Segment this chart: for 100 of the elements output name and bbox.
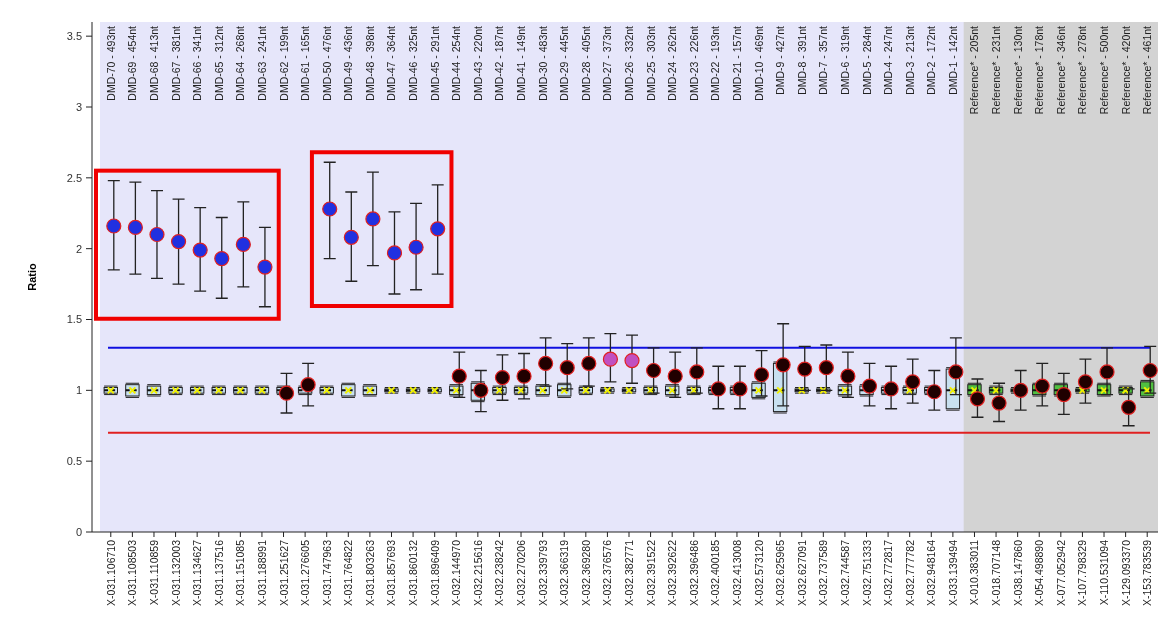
point <box>797 361 813 377</box>
x-tick-label: X-032.625965 <box>774 539 787 606</box>
point <box>516 368 532 384</box>
x-tick-label: X-032.238242 <box>493 539 506 606</box>
point <box>883 381 899 397</box>
point <box>386 245 403 261</box>
annotation: DMD-23 - 226nt <box>687 25 700 101</box>
annotation: DMD-26 - 332nt <box>623 25 635 101</box>
x-tick-label: X-107.798329 <box>1076 539 1089 606</box>
point <box>1013 382 1029 398</box>
x-tick-label: X-032.215616 <box>471 539 484 606</box>
x-tick-label: X-033.139494 <box>946 539 959 606</box>
point <box>818 360 834 376</box>
point <box>538 355 554 372</box>
annotation: DMD-3 - 213nt <box>903 25 916 95</box>
annotation: DMD-62 - 199nt <box>277 25 290 101</box>
point <box>322 201 338 217</box>
annotation: DMD-25 - 303nt <box>644 25 657 101</box>
annotation: Reference* - 205nt <box>968 25 981 115</box>
y-axis-title: Ratio <box>26 262 38 291</box>
point <box>214 250 230 267</box>
point <box>257 259 273 275</box>
x-tick-label: X-032.777782 <box>903 539 916 606</box>
point <box>106 218 122 234</box>
point <box>602 351 619 367</box>
annotation: DMD-49 - 436nt <box>342 25 355 101</box>
point <box>365 211 381 227</box>
annotation: DMD-30 - 483nt <box>536 25 549 101</box>
x-tick-label: X-032.382771 <box>623 539 635 606</box>
annotation: DMD-45 - 291nt <box>428 25 441 101</box>
annotation: DMD-22 - 193nt <box>709 25 722 101</box>
annotation: DMD-61 - 165nt <box>299 25 312 101</box>
x-tick-label: X-032.772817 <box>882 539 895 606</box>
x-tick-label: X-018.707148 <box>990 539 1003 606</box>
annotation: DMD-70 - 493nt <box>104 25 117 101</box>
x-tick-label: X-031.151085 <box>234 539 247 606</box>
annotation: DMD-2 - 172nt <box>925 25 938 95</box>
annotation: Reference* - 500nt <box>1098 25 1111 115</box>
point <box>861 378 878 394</box>
annotation: DMD-64 - 268nt <box>234 25 247 101</box>
point <box>451 368 467 384</box>
annotation: Reference* - 346nt <box>1054 25 1067 115</box>
x-tick-label: X-054.498890 <box>1033 539 1046 606</box>
annotation: DMD-6 - 319nt <box>838 25 851 95</box>
x-tick-label: X-032.392622 <box>666 539 679 606</box>
x-tick-label: X-110.531094 <box>1098 539 1111 606</box>
x-tick-label: X-031.747963 <box>320 539 333 606</box>
point <box>753 367 770 383</box>
annotation: Reference* - 420nt <box>1119 25 1132 115</box>
point <box>710 381 726 397</box>
annotation: DMD-50 - 476nt <box>320 25 333 101</box>
point <box>732 381 748 397</box>
x-tick-label: X-031.188991 <box>255 539 268 606</box>
point <box>775 357 791 373</box>
point <box>645 362 662 379</box>
point <box>559 360 575 376</box>
point <box>408 239 424 255</box>
point <box>905 374 921 390</box>
x-tick-label: X-032.751333 <box>860 539 873 606</box>
point <box>300 377 316 393</box>
x-tick-label: X-031.134627 <box>191 539 204 606</box>
point <box>624 352 640 369</box>
annotation: DMD-29 - 445nt <box>558 25 571 101</box>
x-tick-label: X-031.803263 <box>363 539 376 606</box>
x-tick-label: X-031.108503 <box>126 539 139 606</box>
y-tick-label: 0.5 <box>66 455 82 468</box>
annotation: Reference* - 130nt <box>1011 25 1024 115</box>
annotation: DMD-66 - 341nt <box>191 25 204 101</box>
point <box>840 368 856 384</box>
y-tick-label: 1 <box>75 384 82 397</box>
annotation: DMD-21 - 157nt <box>730 25 743 101</box>
point <box>1121 399 1137 415</box>
annotation: DMD-4 - 247nt <box>882 25 895 95</box>
annotation: DMD-41 - 149nt <box>515 25 528 101</box>
annotation: DMD-7 - 357nt <box>817 25 830 95</box>
x-tick-label: X-032.744587 <box>838 539 851 606</box>
x-tick-label: X-031.860132 <box>407 539 420 606</box>
x-tick-label: X-032.339793 <box>536 539 549 606</box>
point <box>969 391 986 407</box>
x-tick-label: X-032.144970 <box>450 539 463 606</box>
x-tick-label: X-032.391522 <box>644 539 657 606</box>
x-tick-label: X-032.376576 <box>601 539 614 606</box>
point <box>127 219 143 236</box>
x-tick-label: X-077.052942 <box>1054 539 1067 606</box>
x-tick-label: X-032.400185 <box>709 539 722 606</box>
annotation: DMD-27 - 373nt <box>601 25 614 101</box>
x-tick-label: X-031.857693 <box>385 539 398 606</box>
y-tick-label: 0 <box>75 525 82 538</box>
point <box>1077 374 1094 390</box>
x-tick-label: X-031.251627 <box>277 539 290 606</box>
annotation: DMD-48 - 398nt <box>363 25 376 101</box>
annotation: DMD-8 - 391nt <box>795 25 808 95</box>
x-tick-label: X-031.132003 <box>169 539 182 606</box>
annotation: Reference* - 178nt <box>1033 25 1046 115</box>
x-tick-label: X-031.896409 <box>428 539 441 606</box>
point <box>235 236 251 253</box>
point <box>991 395 1007 411</box>
y-tick-label: 2 <box>75 242 82 255</box>
annotation: DMD-10 - 469nt <box>752 25 765 101</box>
point <box>343 229 359 245</box>
